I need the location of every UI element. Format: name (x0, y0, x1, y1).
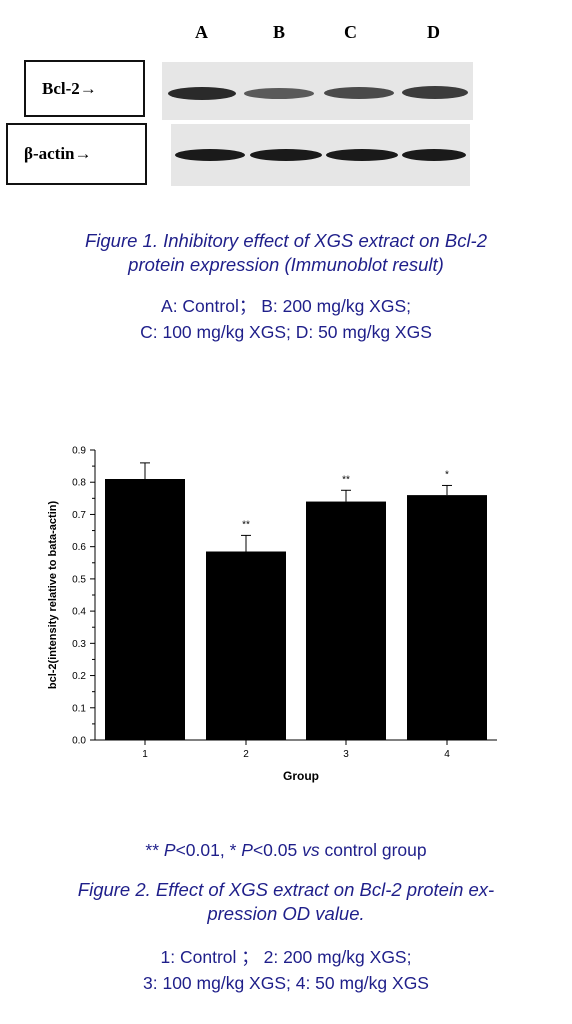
figure1-legend-line1: A: Control； B: 200 mg/kg XGS; (161, 296, 411, 316)
y-tick-label-9: 0.9 (72, 446, 86, 457)
y-tick-label-2: 0.2 (72, 671, 86, 682)
lane-letter-b: B (273, 22, 286, 42)
x-tick-label-3: 3 (343, 749, 349, 760)
bcl2-label-box: Bcl-2→ (24, 60, 145, 117)
lane-letter-c: C (344, 22, 357, 42)
significance-mark-3: ** (342, 474, 350, 485)
significance-note: ** P<0.01, * P<0.05 vs control group (0, 838, 572, 862)
figure1-caption-line2: protein expression (Immunoblot result) (128, 254, 444, 275)
bar-3 (306, 501, 386, 740)
figure1-legend-line2: C: 100 mg/kg XGS; D: 50 mg/kg XGS (140, 322, 432, 342)
actin-label-box: β-actin→ (6, 123, 147, 185)
significance-mark-2: ** (242, 519, 250, 530)
y-tick-label-0: 0.0 (72, 736, 86, 747)
figure2-caption-line1: Figure 2. Effect of XGS extract on Bcl-2… (77, 879, 495, 900)
lane-letter-a: A (195, 22, 208, 42)
x-tick-label-2: 2 (243, 749, 249, 760)
actin-label: β-actin→ (24, 144, 92, 163)
sig-note-mid2: <0.05 (252, 840, 303, 860)
figure2-legend-line2: 3: 100 mg/kg XGS; 4: 50 mg/kg XGS (143, 973, 429, 993)
sig-note-prefix: ** (145, 840, 164, 860)
x-tick-label-1: 1 (142, 749, 148, 760)
y-tick-label-7: 0.7 (72, 510, 86, 521)
y-tick-label-1: 0.1 (72, 703, 86, 714)
y-axis-title: bcl-2(intensity relative to bata-actin) (47, 501, 59, 690)
y-tick-label-3: 0.3 (72, 639, 86, 650)
actin-blot-image (171, 124, 470, 186)
bcl2-bar-chart: 0.0 0.1 0.2 0.3 0.4 0.5 0.6 0.7 0.8 0.9 1 ** 2 ** 3 * 4 G… (47, 446, 497, 783)
bcl2-blot-image (162, 62, 473, 120)
y-tick-label-8: 0.8 (72, 478, 86, 489)
lane-letter-d: D (427, 22, 440, 42)
bar-2 (206, 551, 286, 740)
sig-note-p1: P (163, 840, 176, 860)
bcl2-label: Bcl-2→ (42, 78, 97, 98)
figure2-caption-line2: pression OD value. (207, 903, 365, 924)
y-tick-label-5: 0.5 (72, 574, 86, 585)
sig-note-vs: vs (302, 840, 320, 860)
sig-note-suffix: control group (319, 840, 427, 860)
bar-1 (105, 479, 185, 740)
y-tick-label-4: 0.4 (72, 607, 86, 618)
figure1-caption-line1: Figure 1. Inhibitory effect of XGS extra… (84, 230, 488, 251)
figure2-legend-line1: 1: Control ； 2: 200 mg/kg XGS; (160, 947, 412, 967)
sig-note-p2: P (241, 840, 253, 860)
bar-4 (407, 495, 487, 740)
sig-note-mid: <0.01, * (175, 840, 242, 860)
x-tick-label-4: 4 (444, 749, 450, 760)
y-tick-label-6: 0.6 (72, 542, 86, 553)
x-axis-title: Group (283, 769, 319, 783)
significance-mark-4: * (445, 469, 449, 480)
